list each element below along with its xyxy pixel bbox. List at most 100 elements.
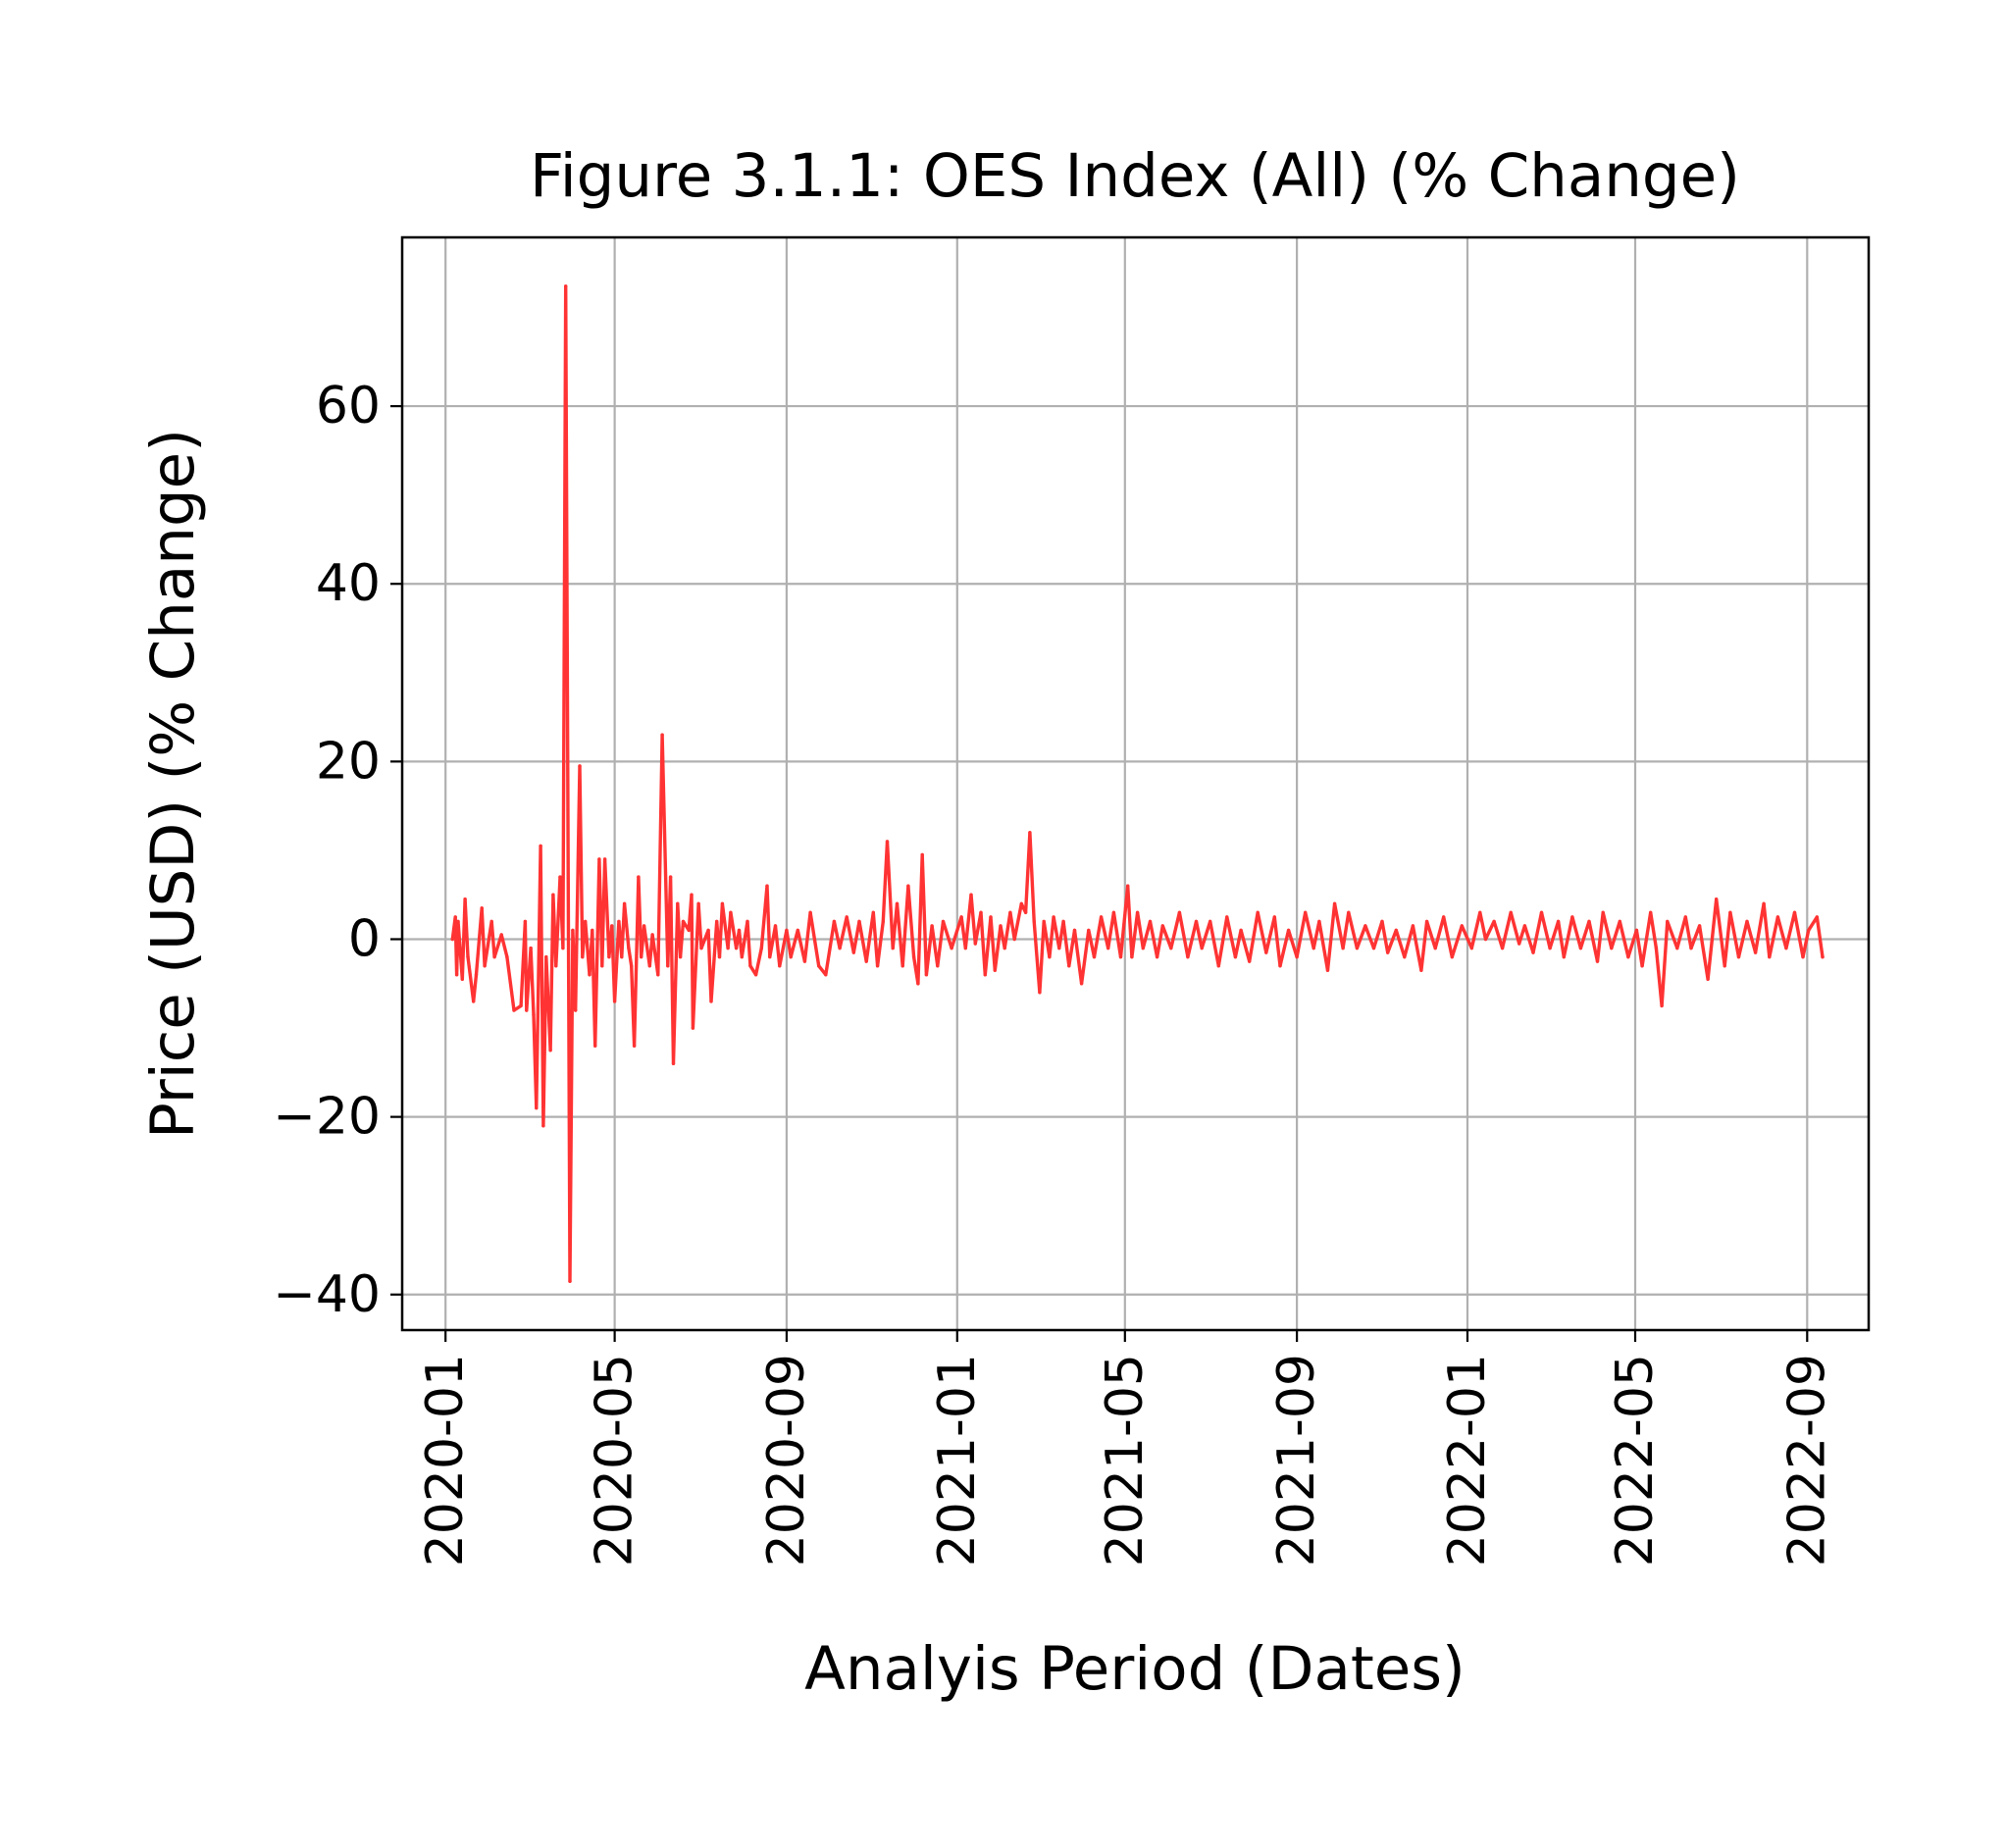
data-point: [1126, 884, 1130, 888]
data-point: [1618, 919, 1622, 924]
data-point: [593, 1044, 597, 1048]
data-point: [1683, 915, 1688, 919]
data-point: [535, 1105, 539, 1110]
data-point: [930, 924, 934, 928]
data-point: [1556, 919, 1561, 924]
data-point: [969, 893, 973, 897]
data-point: [1736, 954, 1741, 959]
data-point: [1654, 946, 1659, 950]
data-point: [1675, 946, 1679, 950]
data-point: [906, 884, 910, 888]
y-axis-title: Price (USD) (% Change): [138, 429, 208, 1139]
data-point: [1216, 964, 1221, 968]
data-point: [1442, 915, 1446, 919]
data-point: [600, 964, 604, 968]
data-point: [456, 919, 460, 924]
data-point: [607, 954, 611, 959]
data-point: [959, 915, 963, 919]
data-point: [1500, 946, 1505, 950]
data-point: [1522, 924, 1527, 928]
data-point: [1317, 919, 1321, 924]
data-point: [753, 973, 758, 977]
axes-frame: [400, 235, 1871, 1332]
data-point: [1539, 910, 1544, 914]
data-point: [734, 946, 739, 950]
ticks: 2020-01 2020-05 2020-09 2021-01 2021-05 2021-…: [273, 377, 1836, 1566]
data-point: [554, 964, 558, 968]
data-point: [1801, 954, 1805, 959]
x-tick-label: 2020-09: [757, 1354, 816, 1566]
data-point: [1469, 946, 1474, 950]
data-point: [1118, 954, 1123, 959]
data-point: [983, 973, 987, 977]
data-point: [1177, 910, 1182, 914]
data-point: [1509, 910, 1513, 914]
data-point: [1341, 946, 1345, 950]
data-point: [1595, 959, 1600, 963]
data-point: [871, 910, 875, 914]
data-point: [597, 857, 601, 861]
data-point: [574, 1008, 578, 1012]
data-point: [1433, 946, 1437, 950]
data-point: [564, 284, 568, 288]
chart-title: Figure 3.1.1: OES Index (All) (% Change): [530, 141, 1740, 211]
data-point: [1450, 954, 1455, 959]
data-point: [539, 844, 542, 848]
data-point: [1155, 954, 1159, 959]
data-point: [1807, 928, 1811, 933]
data-point: [778, 964, 782, 968]
data-point: [1079, 982, 1084, 986]
data-point: [1052, 915, 1055, 919]
data-point: [993, 968, 997, 972]
data-point: [1325, 968, 1330, 972]
data-point: [512, 1008, 516, 1012]
data-point: [1424, 919, 1429, 924]
data-point: [681, 919, 686, 924]
data-point: [895, 901, 900, 905]
data-point: [1012, 937, 1016, 942]
data-point: [1411, 924, 1415, 928]
data-point: [1715, 898, 1719, 901]
data-point: [740, 954, 744, 959]
data-point: [717, 954, 722, 959]
data-point: [911, 954, 916, 959]
data-point: [1371, 946, 1376, 950]
data-point: [558, 875, 562, 879]
data-point: [916, 982, 920, 986]
data-point: [1587, 919, 1591, 924]
data-point: [773, 924, 778, 928]
data-point: [1649, 910, 1653, 914]
data-point: [561, 946, 565, 950]
data-point: [1601, 910, 1605, 914]
data-point: [941, 919, 946, 924]
data-point: [1821, 954, 1825, 959]
data-point: [1286, 928, 1291, 933]
data-point: [1256, 910, 1260, 914]
data-point: [499, 933, 503, 937]
data-point: [656, 973, 660, 977]
data-point: [1200, 946, 1204, 950]
data-point: [699, 946, 703, 950]
y-tick-label: 20: [316, 732, 381, 791]
data-point: [632, 1044, 637, 1048]
x-tick-label: 2022-05: [1606, 1354, 1665, 1566]
data-point: [1061, 919, 1065, 924]
y-tick-label: 40: [316, 554, 381, 613]
data-point: [532, 1012, 536, 1017]
x-tick-label: 2020-05: [586, 1354, 644, 1566]
y-tick-label: −40: [273, 1265, 381, 1324]
y-tick-label: −20: [273, 1088, 381, 1147]
data-point: [789, 954, 793, 959]
data-point: [1762, 901, 1766, 905]
data-point: [551, 893, 555, 897]
plot-area: [450, 284, 1825, 1283]
data-point: [1304, 910, 1308, 914]
data-point: [1160, 924, 1165, 928]
data-point: [875, 964, 880, 968]
data-point: [720, 901, 725, 905]
data-point: [936, 964, 940, 968]
data-point: [1517, 942, 1521, 946]
data-point: [668, 875, 673, 879]
data-point: [588, 973, 592, 977]
